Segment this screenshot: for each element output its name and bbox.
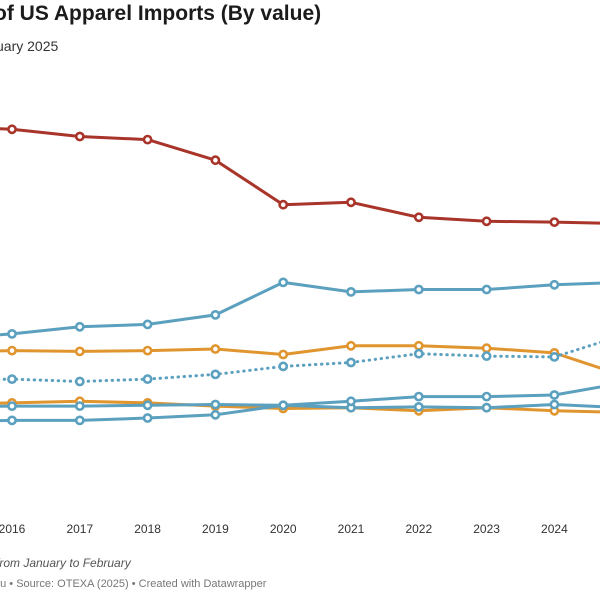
- series-line-1: [0, 127, 600, 225]
- data-point: [549, 399, 560, 410]
- data-point: [142, 413, 153, 423]
- data-point: [346, 197, 356, 208]
- data-point: [413, 284, 424, 295]
- series-line-4: [0, 340, 600, 383]
- data-point: [142, 400, 153, 411]
- data-point: [549, 351, 560, 362]
- data-point: [481, 402, 492, 413]
- data-point: [481, 284, 492, 295]
- data-point: [278, 349, 289, 360]
- data-point: [142, 319, 153, 330]
- x-tick-label: 2024: [541, 522, 568, 536]
- x-tick-label: 2016: [0, 522, 26, 536]
- data-point: [210, 399, 221, 410]
- data-point: [346, 340, 356, 351]
- data-point: [142, 134, 153, 145]
- data-point: [481, 351, 492, 361]
- data-point: [278, 400, 289, 411]
- data-point: [142, 345, 153, 356]
- data-point: [7, 345, 17, 356]
- data-point: [74, 376, 85, 387]
- x-tick-label: 2022: [405, 522, 432, 536]
- data-point: [7, 415, 17, 426]
- x-tick-label: 2020: [270, 522, 297, 536]
- data-point: [210, 344, 221, 354]
- x-tick-label: 2018: [134, 522, 161, 536]
- x-tick-label: 2017: [66, 522, 93, 536]
- data-point: [481, 216, 492, 227]
- chart-title: of US Apparel Imports (By value): [0, 2, 322, 25]
- data-point: [549, 217, 560, 227]
- chart-subtitle: uary 2025: [0, 38, 59, 54]
- data-point: [278, 199, 289, 210]
- data-point: [278, 361, 289, 372]
- data-point: [210, 155, 221, 166]
- data-point: [210, 309, 221, 320]
- data-point: [549, 390, 560, 400]
- data-point: [413, 348, 424, 359]
- data-point: [74, 401, 85, 411]
- series-line-2: [0, 280, 600, 337]
- data-point: [210, 409, 221, 420]
- data-point: [481, 343, 492, 354]
- data-point: [413, 401, 424, 412]
- chart-source: Lu • Source: OTEXA (2025) • Created with…: [0, 578, 267, 590]
- data-point: [413, 212, 424, 223]
- data-point: [346, 357, 356, 368]
- x-tick-label: 2023: [473, 522, 500, 536]
- data-point: [413, 340, 424, 351]
- data-point: [7, 124, 17, 135]
- data-point: [74, 346, 85, 357]
- data-point: [74, 131, 85, 142]
- data-point: [413, 391, 424, 402]
- data-point: [74, 321, 85, 332]
- data-point: [7, 328, 17, 339]
- data-point: [74, 415, 85, 426]
- data-point: [142, 374, 153, 384]
- x-tick-label: 2019: [202, 522, 229, 536]
- data-point: [346, 286, 356, 297]
- data-point: [7, 401, 17, 411]
- series-line-3: [0, 344, 600, 370]
- chart-note: from January to February: [0, 556, 131, 570]
- data-point: [481, 391, 492, 402]
- x-tick-label: 2021: [338, 522, 365, 536]
- data-point: [210, 369, 221, 380]
- data-point: [7, 374, 17, 384]
- data-point: [346, 396, 356, 407]
- data-point: [278, 277, 289, 288]
- data-point: [549, 279, 560, 290]
